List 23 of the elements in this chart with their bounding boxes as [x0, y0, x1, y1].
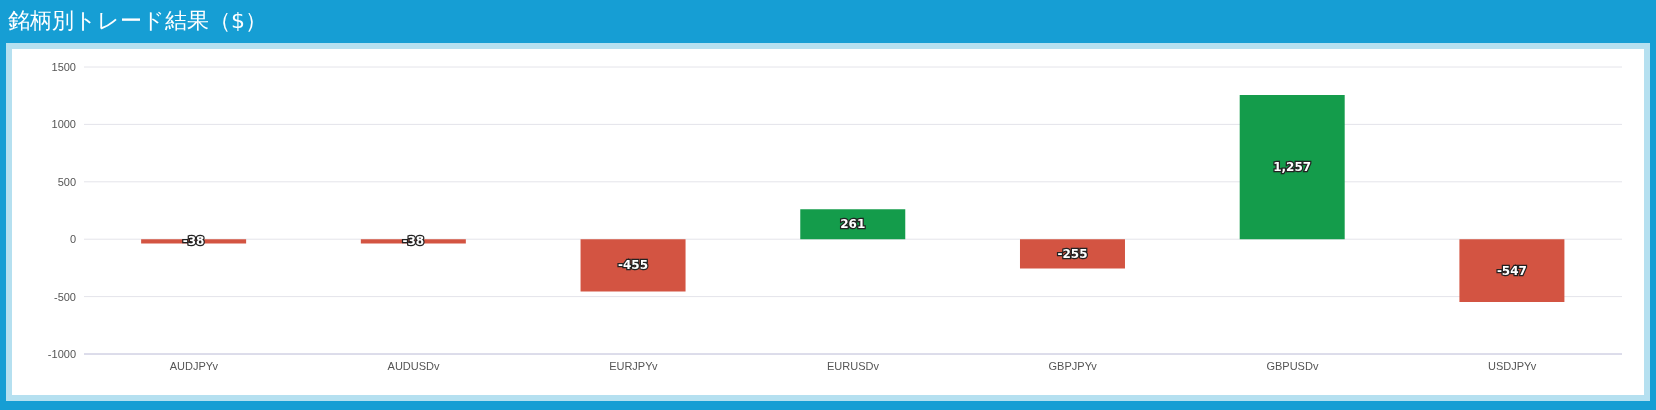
y-tick-label: -1000 — [47, 347, 76, 360]
bar — [800, 209, 906, 240]
y-tick-label: 1000 — [51, 118, 76, 131]
y-tick-label: 0 — [69, 233, 76, 246]
x-tick-label: GBPUSDv — [1266, 359, 1319, 372]
x-tick-label: AUDJPYv — [169, 359, 219, 372]
x-tick-label: USDJPYv — [1487, 359, 1537, 372]
y-tick-label: -500 — [53, 290, 76, 303]
bar — [1459, 239, 1565, 302]
x-tick-label: GBPJPYv — [1048, 359, 1098, 372]
x-tick-label: EURJPYv — [609, 359, 658, 372]
data-label: -455 — [618, 258, 649, 273]
x-tick-label: AUDUSDv — [387, 359, 441, 372]
bar — [580, 239, 686, 292]
y-tick-label: 500 — [57, 175, 76, 188]
chart-title: 銘柄別トレード結果（$） — [8, 7, 267, 35]
y-tick-label: 1500 — [51, 60, 76, 73]
data-label: 261 — [840, 217, 866, 232]
data-label: -547 — [1496, 263, 1527, 278]
bar — [1239, 94, 1345, 240]
data-label: -255 — [1057, 246, 1088, 261]
x-tick-label: EURUSDv — [827, 359, 880, 372]
data-label: 1,257 — [1273, 160, 1312, 175]
